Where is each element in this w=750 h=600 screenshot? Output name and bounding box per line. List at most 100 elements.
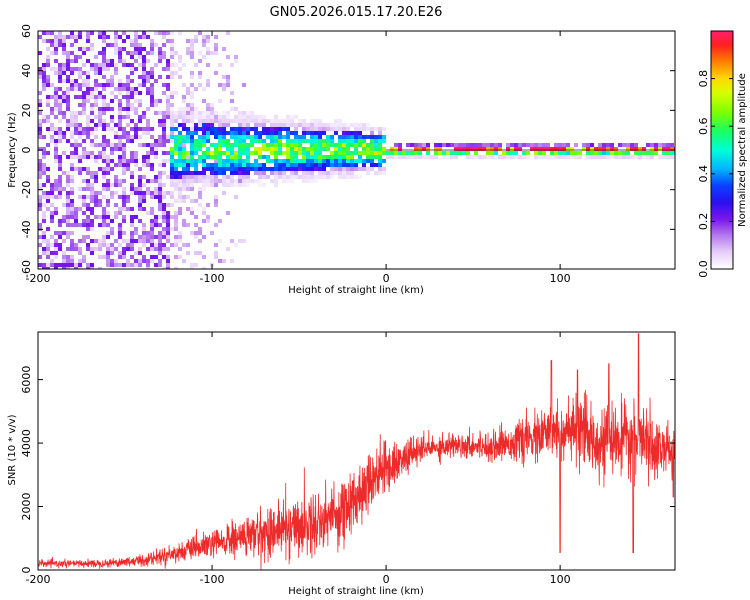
heatmap-cell	[186, 51, 190, 55]
heatmap-cell	[46, 115, 50, 119]
heatmap-cell	[70, 247, 74, 251]
heatmap-cell	[106, 171, 110, 175]
heatmap-cell	[62, 39, 66, 43]
heatmap-cell	[130, 191, 134, 195]
heatmap-cell	[214, 51, 218, 55]
heatmap-cell	[174, 135, 178, 139]
heatmap-cell	[86, 155, 90, 159]
heatmap-cell	[114, 43, 118, 47]
heatmap-cell	[206, 167, 210, 171]
heatmap-cell	[70, 35, 74, 39]
heatmap-cell	[294, 115, 298, 119]
heatmap-cell	[42, 31, 46, 35]
heatmap-cell	[302, 135, 306, 139]
heatmap-cell	[214, 175, 218, 179]
heatmap-cell	[98, 91, 102, 95]
heatmap-cell	[74, 123, 78, 127]
heatmap-cell	[138, 91, 142, 95]
heatmap-cell	[226, 119, 230, 123]
heatmap-cell	[478, 143, 482, 147]
heatmap-cell	[150, 87, 154, 91]
heatmap-cell	[90, 223, 94, 227]
colorbar: 0.00.20.40.60.8 Normalized spectral ampl…	[697, 30, 748, 278]
heatmap-cell	[86, 203, 90, 207]
heatmap-cell	[170, 159, 174, 163]
heatmap-cell	[54, 139, 58, 143]
heatmap-cell	[58, 183, 62, 187]
heatmap-cell	[50, 83, 54, 87]
heatmap-cell	[178, 163, 182, 167]
heatmap-cell	[130, 107, 134, 111]
heatmap-cell	[198, 231, 202, 235]
heatmap-cell	[498, 147, 502, 151]
heatmap-cell	[190, 43, 194, 47]
heatmap-cell	[170, 167, 174, 171]
heatmap-cell	[234, 163, 238, 167]
heatmap-cell	[310, 175, 314, 179]
heatmap-cell	[66, 183, 70, 187]
heatmap-cell	[518, 143, 522, 147]
heatmap-cell	[246, 183, 250, 187]
heatmap-cell	[262, 163, 266, 167]
heatmap-cell	[186, 131, 190, 135]
heatmap-cell	[90, 107, 94, 111]
heatmap-cell	[478, 155, 482, 159]
heatmap-cell	[302, 147, 306, 151]
heatmap-cell	[62, 115, 66, 119]
heatmap-cell	[142, 127, 146, 131]
heatmap-cell	[98, 51, 102, 55]
heatmap-cell	[166, 219, 170, 223]
heatmap-cell	[322, 175, 326, 179]
heatmap-cell	[214, 119, 218, 123]
heatmap-cell	[490, 151, 494, 155]
heatmap-cell	[158, 135, 162, 139]
heatmap-cell	[38, 171, 42, 175]
heatmap-cell	[154, 179, 158, 183]
heatmap-cell	[258, 151, 262, 155]
heatmap-cell	[226, 111, 230, 115]
heatmap-cell	[242, 143, 246, 147]
heatmap-cell	[410, 151, 414, 155]
heatmap-cell	[166, 63, 170, 67]
heatmap-cell	[210, 51, 214, 55]
heatmap-cell	[46, 47, 50, 51]
heatmap-cell	[78, 187, 82, 191]
heatmap-cell	[254, 151, 258, 155]
heatmap-cell	[134, 99, 138, 103]
heatmap-cell	[46, 127, 50, 131]
heatmap-cell	[170, 155, 174, 159]
heatmap-cell	[90, 155, 94, 159]
heatmap-cell	[118, 195, 122, 199]
heatmap-cell	[254, 163, 258, 167]
heatmap-cell	[102, 223, 106, 227]
heatmap-cell	[78, 239, 82, 243]
y-tick-label: 0	[20, 147, 33, 154]
heatmap-cell	[194, 111, 198, 115]
heatmap-cell	[166, 267, 170, 269]
heatmap-cell	[566, 151, 570, 155]
heatmap-cell	[334, 119, 338, 123]
heatmap-cell	[278, 159, 282, 163]
heatmap-cell	[58, 231, 62, 235]
heatmap-cell	[270, 139, 274, 143]
heatmap-cell	[130, 247, 134, 251]
heatmap-cell	[218, 219, 222, 223]
heatmap-cell	[326, 171, 330, 175]
heatmap-cell	[134, 251, 138, 255]
heatmap-cell	[82, 95, 86, 99]
heatmap-cell	[98, 247, 102, 251]
heatmap-cell	[94, 143, 98, 147]
heatmap-cell	[66, 267, 70, 269]
heatmap-cell	[110, 159, 114, 163]
heatmap-cell	[190, 127, 194, 131]
heatmap-cell	[514, 143, 518, 147]
heatmap-cell	[606, 155, 610, 159]
heatmap-cell	[378, 167, 382, 171]
heatmap-cell	[170, 171, 174, 175]
heatmap-cell	[266, 167, 270, 171]
heatmap-cell	[318, 127, 322, 131]
heatmap-cell	[54, 67, 58, 71]
heatmap-cell	[334, 151, 338, 155]
heatmap-cell	[130, 95, 134, 99]
heatmap-cell	[202, 119, 206, 123]
